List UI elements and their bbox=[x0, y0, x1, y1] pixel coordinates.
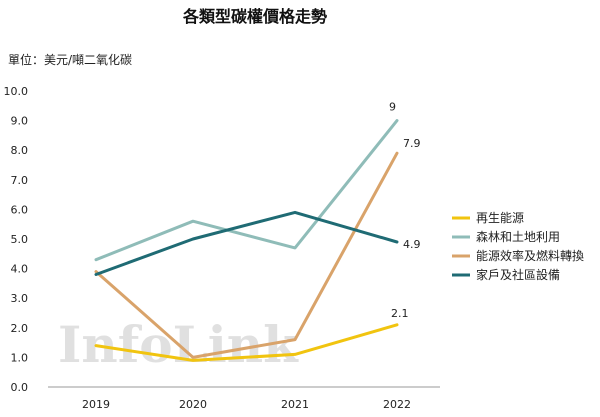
data-label-series-0: 2.1 bbox=[391, 307, 409, 320]
y-tick-label: 0.0 bbox=[11, 381, 29, 394]
y-tick-label: 8.0 bbox=[11, 144, 29, 157]
x-tick-label: 2021 bbox=[281, 398, 309, 411]
series-group bbox=[94, 119, 399, 362]
x-tick-label: 2020 bbox=[179, 398, 207, 411]
series-line-2 bbox=[94, 151, 399, 359]
y-tick-label: 9.0 bbox=[11, 115, 29, 128]
series-line-1 bbox=[94, 119, 399, 262]
series-line-0 bbox=[94, 323, 399, 362]
y-tick-label: 1.0 bbox=[11, 351, 29, 364]
x-tick-label: 2022 bbox=[383, 398, 411, 411]
y-axis: 0.0 1.0 2.0 3.0 4.0 5.0 6.0 7.0 8.0 9.0 10.0 bbox=[4, 85, 29, 394]
x-tick-label: 2019 bbox=[82, 398, 110, 411]
legend-label-2: 能源效率及燃料轉換 bbox=[476, 248, 584, 263]
y-tick-label: 5.0 bbox=[11, 233, 29, 246]
y-tick-label: 3.0 bbox=[11, 292, 29, 305]
y-tick-label: 10.0 bbox=[4, 85, 29, 98]
y-tick-label: 7.0 bbox=[11, 174, 29, 187]
y-tick-label: 6.0 bbox=[11, 203, 29, 216]
y-tick-label: 2.0 bbox=[11, 322, 29, 335]
legend-label-3: 家戶及社區設備 bbox=[476, 267, 560, 282]
chart-title: 各類型碳權價格走勢 bbox=[182, 7, 327, 26]
y-tick-label: 4.0 bbox=[11, 263, 29, 276]
legend-label-1: 森林和土地利用 bbox=[476, 229, 560, 244]
data-labels: 2.1 9 7.9 4.9 bbox=[389, 101, 421, 320]
y-axis-unit-label: 單位：美元/噸二氧化碳 bbox=[8, 52, 132, 67]
series-line-3 bbox=[94, 210, 399, 276]
legend-label-0: 再生能源 bbox=[476, 211, 524, 225]
data-label-series-1: 9 bbox=[389, 101, 396, 114]
data-label-series-2: 7.9 bbox=[403, 137, 421, 150]
data-label-series-3: 4.9 bbox=[403, 238, 421, 251]
x-axis: 2019 2020 2021 2022 bbox=[82, 398, 411, 411]
